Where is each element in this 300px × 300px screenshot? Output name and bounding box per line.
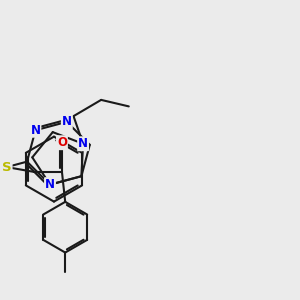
Text: N: N bbox=[62, 115, 72, 128]
Text: N: N bbox=[45, 178, 55, 191]
Text: N: N bbox=[30, 124, 40, 137]
Text: O: O bbox=[57, 136, 67, 149]
Text: N: N bbox=[78, 137, 88, 150]
Text: S: S bbox=[2, 160, 11, 174]
